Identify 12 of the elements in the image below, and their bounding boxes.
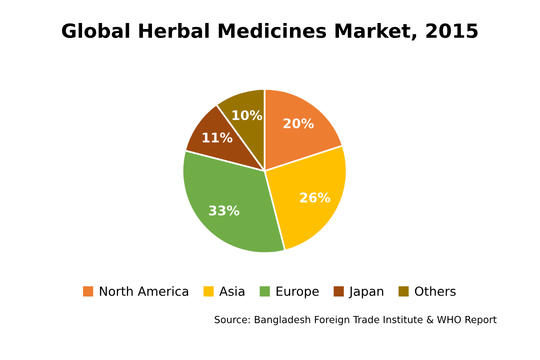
legend-label: Asia — [219, 286, 244, 296]
data-label: 20% — [284, 118, 314, 128]
legend-label: Others — [414, 286, 456, 296]
source-note: Source: Bangladesh Foreign Trade Institute & WHO Report — [214, 316, 497, 326]
data-label: 33% — [209, 205, 240, 216]
legend-label: Europe — [276, 286, 319, 298]
data-label: 26% — [300, 192, 330, 203]
legend-label: North America — [100, 286, 188, 296]
chart-title: Global Herbal Medicines Market, 2015 — [62, 22, 478, 41]
data-label: 10% — [232, 110, 262, 120]
legend-label: Japan — [348, 286, 384, 298]
data-label: 11% — [202, 132, 232, 143]
